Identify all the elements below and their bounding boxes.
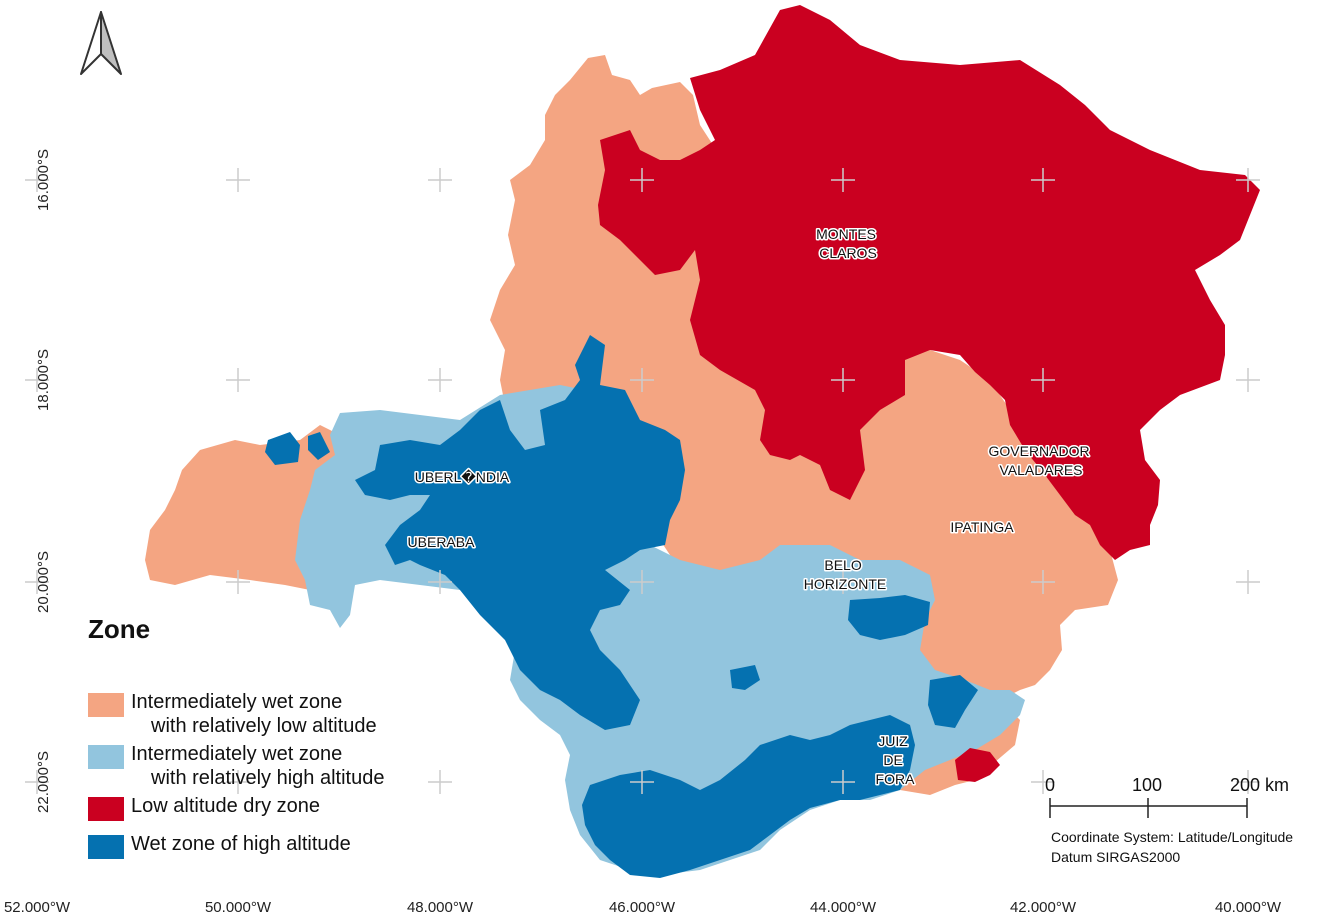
city-label-uberlandia: UBERL�NDIA	[415, 469, 510, 485]
datum: Datum SIRGAS2000	[1051, 849, 1181, 865]
scale-bar	[1049, 798, 1248, 818]
zone-wet-high-altitude-west-a	[265, 432, 300, 465]
scale-label-200: 200 km	[1230, 775, 1290, 795]
legend-label: Intermediately wet zone with relatively …	[131, 691, 377, 737]
zone-wet-high-altitude-west-b	[308, 432, 330, 460]
scale-labels: 0 100 200 km	[1040, 775, 1325, 875]
legend-label: Wet zone of high altitude	[131, 833, 351, 855]
lon-label-40: 40.000°W	[1215, 899, 1282, 916]
legend-swatch	[88, 745, 124, 769]
lon-label-42: 42.000°W	[1010, 899, 1077, 916]
city-label-montes-claros: MONTES CLAROS	[816, 226, 880, 261]
lat-label-20: 20.000°S	[35, 551, 52, 613]
lat-label-18: 18.000°S	[35, 349, 52, 411]
city-label-uberaba: UBERABA	[408, 534, 476, 550]
legend-title: Zone	[88, 614, 151, 644]
coordinate-note: Coordinate System: Latitude/Longitude Da…	[1051, 827, 1293, 867]
legend-label: Intermediately wet zone with relatively …	[131, 743, 385, 789]
zone-wet-high-altitude-se	[928, 675, 978, 728]
legend-swatch	[88, 797, 124, 821]
zone-wet-high-altitude-bh	[848, 595, 930, 640]
north-arrow-icon	[80, 11, 122, 75]
lat-label-16: 16.000°S	[35, 149, 52, 211]
city-label-ipatinga: IPATINGA	[950, 519, 1014, 535]
lon-label-52: 52.000°W	[4, 899, 71, 916]
legend-label: Low altitude dry zone	[131, 795, 321, 817]
legend-swatch	[88, 693, 124, 717]
lon-label-50: 50.000°W	[205, 899, 272, 916]
lon-label-46: 46.000°W	[609, 899, 676, 916]
zone-dry-low-altitude-se	[955, 748, 1000, 782]
lon-label-44: 44.000°W	[810, 899, 877, 916]
coordinate-system: Coordinate System: Latitude/Longitude	[1051, 829, 1294, 845]
zone-wet-high-altitude-small	[730, 665, 760, 690]
zone-wet-high-altitude-south	[582, 715, 915, 878]
city-label-belo-horizonte: BELO HORIZONTE	[804, 557, 886, 592]
zone-dry-low-altitude	[598, 5, 1260, 560]
scale-label-100: 100	[1132, 775, 1163, 795]
lon-label-48: 48.000°W	[407, 899, 474, 916]
legend-swatch	[88, 835, 124, 859]
zone-wet-high-altitude	[355, 335, 685, 730]
scale-label-0: 0	[1045, 775, 1056, 795]
lat-label-22: 22.000°S	[35, 751, 52, 813]
city-label-juiz-de-fora: JUIZ DE FORA	[876, 733, 916, 787]
city-label-governador-valadares: GOVERNADOR VALADARES	[988, 443, 1093, 478]
graticule	[25, 168, 1260, 794]
